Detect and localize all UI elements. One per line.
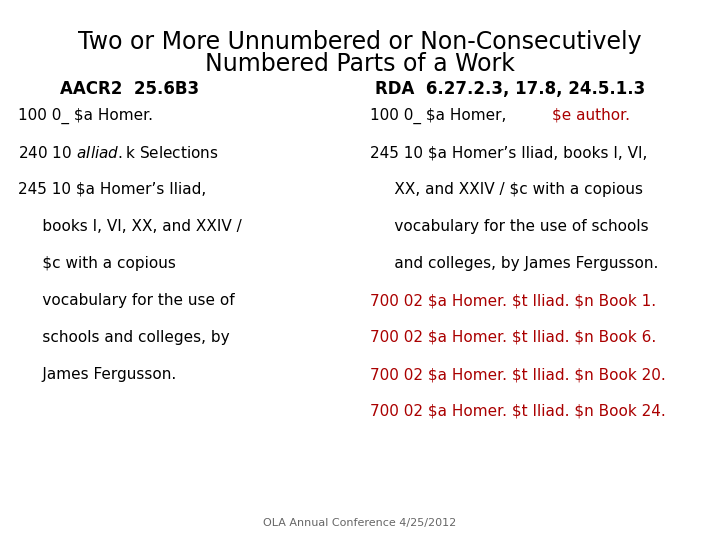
Text: RDA  6.27.2.3, 17.8, 24.5.1.3: RDA 6.27.2.3, 17.8, 24.5.1.3 <box>375 80 645 98</box>
Text: 245 10 $a Homer’s Iliad,: 245 10 $a Homer’s Iliad, <box>18 182 206 197</box>
Text: $e author.: $e author. <box>552 108 630 123</box>
Text: vocabulary for the use of: vocabulary for the use of <box>18 293 235 308</box>
Text: XX, and XXIV / $c with a copious: XX, and XXIV / $c with a copious <box>370 182 643 197</box>
Text: and colleges, by James Fergusson.: and colleges, by James Fergusson. <box>370 256 658 271</box>
Text: 700 02 $a Homer. $t Iliad. $n Book 1.: 700 02 $a Homer. $t Iliad. $n Book 1. <box>370 293 656 308</box>
Text: 700 02 $a Homer. $t Iliad. $n Book 20.: 700 02 $a Homer. $t Iliad. $n Book 20. <box>370 367 666 382</box>
Text: 700 02 $a Homer. $t Iliad. $n Book 6.: 700 02 $a Homer. $t Iliad. $n Book 6. <box>370 330 656 345</box>
Text: 700 02 $a Homer. $t Iliad. $n Book 24.: 700 02 $a Homer. $t Iliad. $n Book 24. <box>370 404 666 419</box>
Text: vocabulary for the use of schools: vocabulary for the use of schools <box>370 219 649 234</box>
Text: 100 0_ $a Homer,: 100 0_ $a Homer, <box>370 108 511 124</box>
Text: books I, VI, XX, and XXIV /: books I, VI, XX, and XXIV / <box>18 219 242 234</box>
Text: AACR2  25.6B3: AACR2 25.6B3 <box>60 80 199 98</box>
Text: Two or More Unnumbered or Non-Consecutively: Two or More Unnumbered or Non-Consecutiv… <box>78 30 642 54</box>
Text: 100 0_ $a Homer.: 100 0_ $a Homer. <box>18 108 153 124</box>
Text: 245 10 $a Homer’s Iliad, books I, VI,: 245 10 $a Homer’s Iliad, books I, VI, <box>370 145 647 160</box>
Text: James Fergusson.: James Fergusson. <box>18 367 176 382</box>
Text: Numbered Parts of a Work: Numbered Parts of a Work <box>205 52 515 76</box>
Text: OLA Annual Conference 4/25/2012: OLA Annual Conference 4/25/2012 <box>264 518 456 528</box>
Text: schools and colleges, by: schools and colleges, by <box>18 330 230 345</box>
Text: $c with a copious: $c with a copious <box>18 256 176 271</box>
Text: 240 10 $a Iliad. $k Selections: 240 10 $a Iliad. $k Selections <box>18 145 219 161</box>
